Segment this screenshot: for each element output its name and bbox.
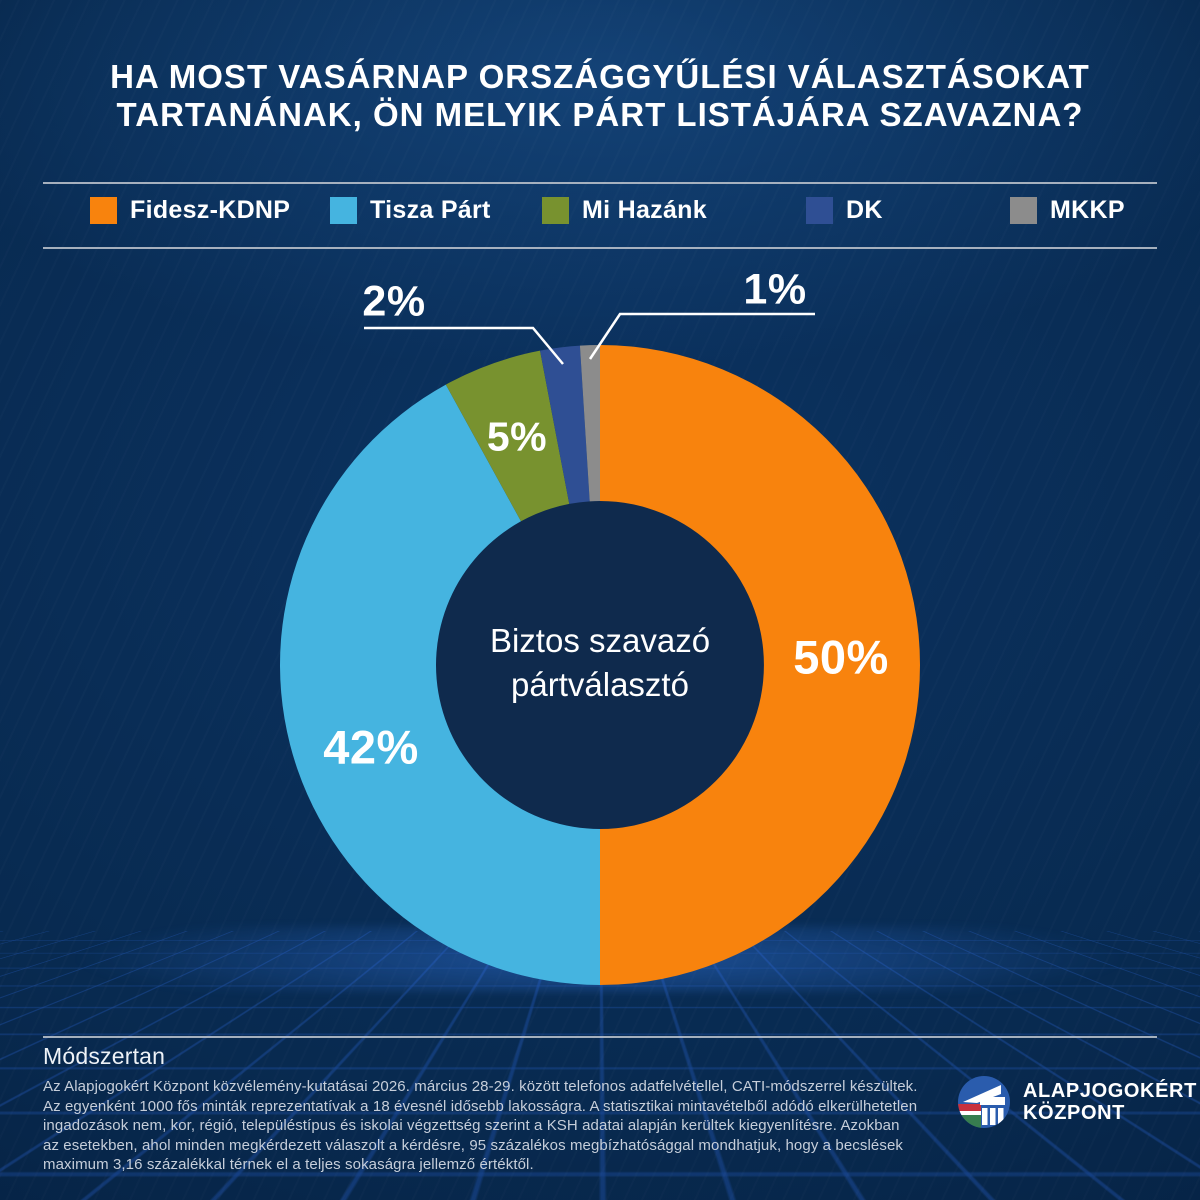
legend-swatch-fidesz-kdnp [90, 197, 117, 224]
slice-value-mi-hazank: 5% [486, 413, 548, 460]
legend-top-divider [43, 182, 1157, 184]
leader-line-dk [364, 326, 564, 365]
donut-slice-mi-haz-nk [445, 350, 570, 522]
methodology-section: Módszertan Az Alapjogokért Központ közvé… [43, 1043, 963, 1175]
donut-hole [436, 501, 764, 829]
donut-slice-dk [540, 345, 590, 504]
alapjogokert-kozpont-logo: ALAPJOGOKÉRT KÖZPONT [958, 1076, 1197, 1128]
legend-item-tisza-part: Tisza Párt [330, 196, 491, 225]
legend-label: Mi Hazánk [582, 196, 707, 224]
title-line-1: HA MOST VASÁRNAP ORSZÁGGYŰLÉSI VÁLASZTÁS… [110, 58, 1090, 95]
legend-item-mkkp: MKKP [1010, 196, 1125, 225]
legend-bottom-divider [43, 247, 1157, 249]
methodology-text: Az Alapjogokért Központ közvélemény-kuta… [43, 1078, 918, 1173]
title-line-2: TARTANÁNAK, ÖN MELYIK PÁRT LISTÁJÁRA SZA… [116, 96, 1084, 133]
legend-swatch-mkkp [1010, 197, 1037, 224]
legend-item-dk: DK [806, 196, 883, 225]
legend-label: MKKP [1050, 196, 1125, 224]
donut-slice-mkkp [579, 345, 600, 502]
donut-center-label: Biztos szavazó pártválasztó [489, 622, 711, 703]
page-title: HA MOST VASÁRNAP ORSZÁGGYŰLÉSI VÁLASZTÁS… [0, 58, 1200, 134]
legend-label: Fidesz-KDNP [130, 196, 291, 224]
methodology-heading: Módszertan [43, 1043, 166, 1069]
legend-item-mi-hazank: Mi Hazánk [542, 196, 707, 225]
slice-value-dk: 2% [362, 277, 426, 326]
slice-value-mkkp: 1% [743, 265, 807, 314]
leader-line-mkkp [588, 312, 815, 360]
legend-item-fidesz-kdnp: Fidesz-KDNP [90, 196, 290, 225]
footer-divider [43, 1036, 1157, 1038]
legend-label: DK [846, 196, 883, 224]
donut-slice-fidesz-kdnp [600, 345, 920, 985]
logo-text: ALAPJOGOKÉRT KÖZPONT [1023, 1080, 1197, 1124]
logo-text-line-2: KÖZPONT [1023, 1102, 1125, 1124]
donut-slice-tisza-p-rt [279, 384, 600, 986]
slice-value-fidesz-kdnp: 50% [793, 630, 889, 684]
logo-emblem-icon [958, 1076, 1010, 1128]
slice-value-tisza-part: 42% [323, 720, 419, 774]
legend-swatch-dk [806, 197, 833, 224]
legend-swatch-tisza-part [330, 197, 357, 224]
donut-slices [279, 345, 920, 986]
legend-swatch-mi-hazank [542, 197, 569, 224]
logo-text-line-1: ALAPJOGOKÉRT [1023, 1080, 1197, 1102]
legend-label: Tisza Párt [370, 196, 491, 224]
